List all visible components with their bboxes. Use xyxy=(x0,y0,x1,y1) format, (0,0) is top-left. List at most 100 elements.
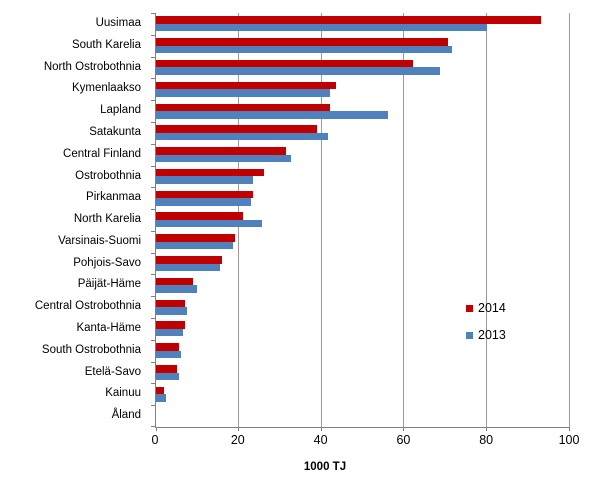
y-axis-tick xyxy=(151,100,156,102)
bar-row xyxy=(156,362,570,384)
bar-2013 xyxy=(156,219,262,228)
legend-label: 2013 xyxy=(478,328,506,342)
category-label: South Karelia xyxy=(71,38,141,51)
category-label: Lapland xyxy=(100,104,141,117)
bar-2014 xyxy=(156,212,243,220)
category-label: Uusimaa xyxy=(95,17,141,29)
bar-2014 xyxy=(156,59,413,68)
bar-row xyxy=(156,253,570,275)
x-axis-tick xyxy=(403,427,405,431)
gridline xyxy=(403,13,405,427)
bar-2014 xyxy=(156,190,254,199)
legend-marker-icon xyxy=(466,331,473,339)
bar-2013 xyxy=(156,45,452,54)
category-label: Pohjois-Savo xyxy=(73,256,141,269)
x-tick-label: 100 xyxy=(558,433,580,447)
y-axis-tick xyxy=(151,296,156,298)
category-label: Åland xyxy=(111,409,141,422)
category-label: Kainuu xyxy=(105,387,141,400)
y-axis-tick xyxy=(151,318,156,320)
x-axis-tick xyxy=(486,427,488,431)
bar-row xyxy=(156,57,570,79)
bar-2013 xyxy=(156,350,181,359)
bar-2013 xyxy=(156,307,188,315)
bar-row xyxy=(156,187,570,209)
y-axis-tick xyxy=(151,405,156,407)
bar-2014 xyxy=(156,321,185,329)
y-axis-tick xyxy=(151,143,156,145)
legend-marker-icon xyxy=(466,304,473,312)
bar-row xyxy=(156,296,570,318)
category-label: Varsinais-Suomi xyxy=(58,234,141,247)
bar-2013 xyxy=(156,176,254,184)
bar-row xyxy=(156,13,570,35)
y-axis-tick xyxy=(151,34,156,36)
category-label: Pirkanmaa xyxy=(86,191,141,204)
bar-2013 xyxy=(156,285,198,293)
bar-2014 xyxy=(156,256,223,264)
bar-2014 xyxy=(156,277,194,286)
bar-2014 xyxy=(156,81,337,90)
x-axis-tick xyxy=(237,427,239,431)
y-axis-tick xyxy=(151,274,156,276)
bar-2013 xyxy=(156,241,233,250)
bar-row xyxy=(156,209,570,231)
bar-2013 xyxy=(156,111,388,119)
y-axis-tick xyxy=(151,383,156,385)
category-label: Central Ostrobothnia xyxy=(34,300,141,313)
category-label: Ostrobothnia xyxy=(75,169,141,182)
x-tick-label: 0 xyxy=(151,433,159,447)
x-tick-label: 20 xyxy=(230,433,245,447)
bar-2013 xyxy=(156,372,179,381)
bar-row xyxy=(156,78,570,100)
bar-row xyxy=(156,405,570,427)
category-label: Kymenlaakso xyxy=(71,82,141,95)
bar-2014 xyxy=(156,386,165,395)
bar-row xyxy=(156,340,570,362)
legend-label: 2014 xyxy=(478,301,506,315)
category-label: Satakunta xyxy=(89,125,141,138)
bar-2013 xyxy=(156,89,330,97)
x-axis-tick xyxy=(320,427,322,431)
y-axis-tick xyxy=(151,361,156,363)
x-axis-title: 1000 TJ xyxy=(303,461,347,473)
bar-row xyxy=(156,274,570,296)
plot-area xyxy=(151,13,570,431)
bar-row xyxy=(156,383,570,405)
bar-row xyxy=(156,231,570,253)
bar-row xyxy=(156,35,570,57)
bar-2014 xyxy=(156,234,235,242)
gridline xyxy=(486,13,488,427)
bar-row xyxy=(156,122,570,144)
x-axis-tick xyxy=(156,427,157,431)
bar-2014 xyxy=(156,38,448,46)
y-axis-tick xyxy=(151,339,156,341)
category-label: South Ostrobothnia xyxy=(41,343,141,356)
bar-2013 xyxy=(156,328,183,337)
bar-2013 xyxy=(156,23,488,32)
x-tick-label: 40 xyxy=(313,433,328,447)
legend: 2014 2013 xyxy=(466,301,506,355)
category-label: Central Finland xyxy=(63,147,141,160)
bar-row xyxy=(156,144,570,166)
y-axis-tick xyxy=(151,252,156,254)
bar-2013 xyxy=(156,67,440,75)
bar-2013 xyxy=(156,198,252,206)
legend-entry: 2014 xyxy=(466,301,506,315)
gridline xyxy=(569,13,570,427)
bar-2014 xyxy=(156,299,185,308)
y-axis-tick xyxy=(151,230,156,232)
category-label: Päijät-Häme xyxy=(77,278,141,291)
x-tick-label: 80 xyxy=(479,433,494,447)
bar-2013 xyxy=(156,132,328,141)
y-axis-tick xyxy=(151,78,156,80)
bar-row xyxy=(156,100,570,122)
legend-entry: 2013 xyxy=(466,328,506,342)
y-axis-tick xyxy=(151,426,156,427)
category-label: Etelä-Savo xyxy=(84,365,141,378)
category-label: North Ostrobothnia xyxy=(43,60,141,73)
x-tick-label: 60 xyxy=(396,433,411,447)
y-axis-tick xyxy=(151,187,156,189)
bar-2014 xyxy=(156,168,264,177)
